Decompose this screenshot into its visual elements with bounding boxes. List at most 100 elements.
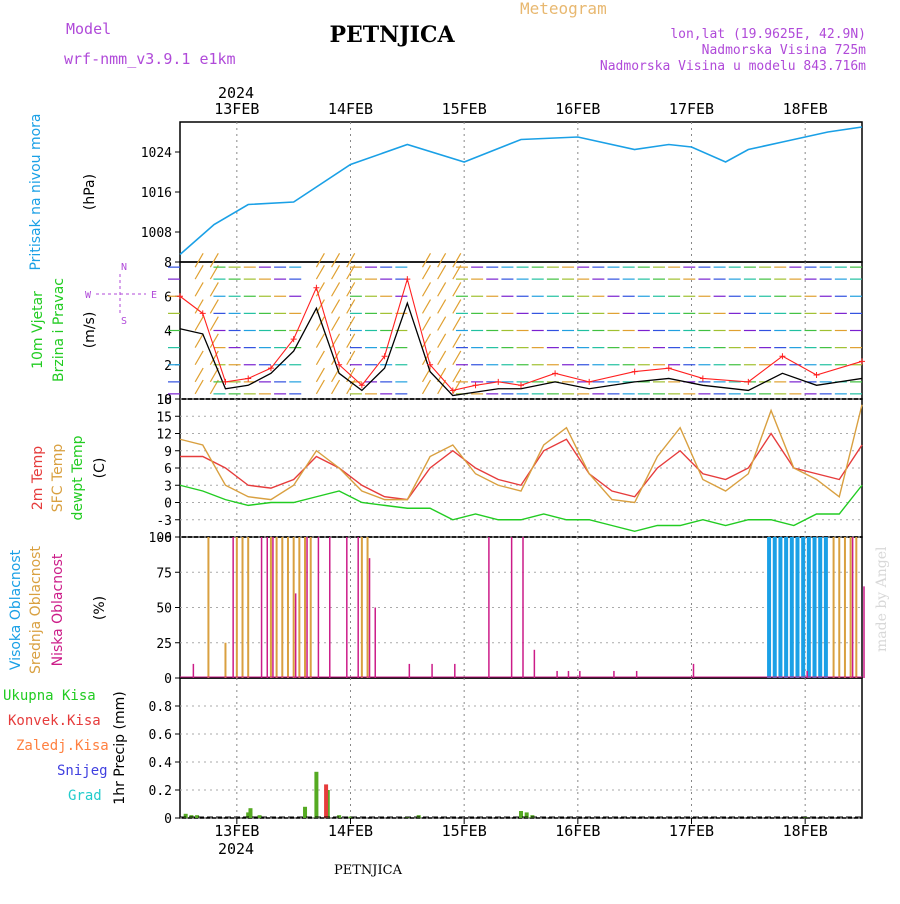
- cloud-bar-2-5: [294, 593, 297, 678]
- wind-arrow-385: [437, 252, 447, 268]
- cloud-bar-2-25: [692, 663, 695, 678]
- cloud-label-mid: Srednja Oblacnost: [28, 546, 44, 674]
- wind-arrow-155: [437, 333, 447, 348]
- ytick-label-clouds-3: 75: [156, 566, 172, 581]
- wind-arrow-93: [194, 350, 204, 366]
- wind-speed-line: [179, 301, 863, 397]
- cloud-bar-1-19: [855, 537, 858, 678]
- ytick-label-temperature-3: 3: [164, 479, 172, 494]
- xtick-top-1: 14FEB: [328, 100, 373, 118]
- wind-arrow-103: [346, 350, 356, 366]
- wind-arrow-195: [346, 316, 356, 331]
- cloud-bar-1-3: [241, 537, 244, 678]
- cloud-bar-1-0: [207, 537, 210, 678]
- gust-marker-20: [699, 375, 706, 382]
- cloud-bar-2-7: [317, 537, 320, 678]
- xtick-bottom-1: 14FEB: [328, 822, 373, 840]
- wind-arrow-154: [421, 333, 432, 348]
- gust-marker-24: [859, 358, 865, 365]
- wind-arrow-338: [421, 264, 432, 280]
- precip-bar-0-7: [314, 771, 319, 818]
- ytick-label-precip-1: 0.2: [149, 784, 172, 799]
- cloud-bar-1-16: [838, 537, 841, 678]
- wind-arrow-370: [209, 252, 219, 268]
- gust-marker-10: [404, 276, 411, 283]
- wind-arrow-379: [346, 252, 356, 268]
- wind-arrow-101: [315, 350, 325, 366]
- cloud-bar-0-0: [767, 537, 772, 678]
- cloud-bar-1-10: [298, 537, 301, 678]
- precip-legend: Ukupna Kisa Konvek.Kisa Zaledj.Kisa Snij…: [3, 688, 109, 804]
- cloud-bar-0-4: [789, 537, 794, 678]
- gust-marker-16: [552, 370, 559, 377]
- key-north: N: [121, 262, 127, 273]
- cloud-bar-2-21: [567, 670, 570, 678]
- cloud-bar-2-28: [863, 586, 865, 678]
- gust-marker-14: [495, 378, 502, 385]
- ytick-label-temperature-6: 12: [156, 428, 172, 443]
- cloud-bar-1-15: [832, 537, 835, 678]
- lonlat: lon,lat (19.9625E, 42.9N): [670, 27, 866, 42]
- wind-arrow-369: [194, 252, 204, 268]
- precip-bar-0-14: [524, 812, 529, 818]
- wind-arrow-248: [452, 299, 462, 314]
- cloud-bar-2-14: [431, 663, 433, 678]
- ytick-label-temperature-1: -3: [156, 514, 172, 529]
- cloud-bar-2-24: [635, 670, 638, 678]
- wind-arrow-110: [452, 350, 462, 366]
- cloud-bar-2-12: [374, 607, 376, 678]
- pressure-label: Pritisak na nivou mora: [28, 113, 44, 270]
- precip-bar-0-10: [348, 816, 353, 818]
- cloud-bar-2-16: [488, 537, 490, 678]
- wind-arrow-185: [194, 316, 204, 331]
- wind-arrow-287: [346, 282, 356, 297]
- wind-arrow-292: [421, 282, 432, 297]
- temp-label-sfc: SFC Temp: [50, 444, 66, 513]
- wind-arrow-332: [331, 264, 341, 280]
- ytick-label-precip-3: 0.6: [149, 728, 172, 743]
- wind-arrow-294: [452, 282, 462, 297]
- precip-bar-0-9: [337, 815, 342, 818]
- ytick-label-clouds-1: 25: [156, 637, 172, 652]
- ytick-label-temperature-5: 9: [164, 445, 172, 460]
- wind-arrow-16: [421, 379, 432, 395]
- wind-arrow-147: [315, 333, 325, 348]
- model-name: wrf-nmm_v3.9.1 e1km: [64, 50, 236, 68]
- gust-marker-6: [313, 284, 320, 291]
- cloud-bar-2-11: [368, 558, 371, 678]
- cloud-bar-2-2: [260, 537, 263, 678]
- ytick-label-clouds-0: 0: [164, 672, 172, 687]
- cloud-bar-2-10: [357, 537, 359, 678]
- cloud-bar-2-3: [266, 537, 268, 678]
- ytick-label-temperature-4: 6: [164, 462, 172, 477]
- precip-bar-0-2: [195, 815, 200, 818]
- cloud-label-low: Niska Oblacnost: [50, 553, 66, 666]
- wind-arrow-108: [421, 350, 432, 366]
- cloud-bar-2-9: [346, 537, 348, 678]
- cloud-bar-2-15: [454, 663, 456, 678]
- wind-label-2: Brzina i Pravac: [51, 278, 67, 382]
- precip-unit: 1hr Precip (mm): [112, 691, 128, 804]
- cloud-bar-2-26: [806, 670, 808, 678]
- cloud-bar-2-1: [232, 537, 234, 678]
- wind-arrow-9: [315, 379, 325, 395]
- xtick-bottom-4: 17FEB: [669, 822, 714, 840]
- wind-arrow-247: [437, 299, 447, 314]
- cloud-bar-1-14: [366, 537, 369, 678]
- wind-arrow-48: [209, 367, 219, 383]
- wind-arrow-140: [209, 333, 219, 348]
- legend-zaledj: Zaledj.Kisa: [16, 738, 109, 754]
- ytick-label-wind-0: 0: [164, 393, 172, 408]
- gust-marker-19: [665, 365, 672, 372]
- cloud-bar-0-7: [806, 537, 811, 678]
- gust-marker-12: [449, 387, 456, 394]
- wind-arrow-286: [331, 282, 341, 297]
- cloud-bar-1-4: [247, 537, 250, 678]
- wind-arrow-55: [315, 367, 325, 383]
- ytick-label-wind-3: 6: [164, 290, 172, 305]
- ytick-label-temperature-0: -6: [156, 531, 172, 546]
- xtick-bottom-3: 16FEB: [555, 822, 600, 840]
- wind-arrow-277: [194, 282, 204, 297]
- wind-arrow-194: [331, 316, 341, 331]
